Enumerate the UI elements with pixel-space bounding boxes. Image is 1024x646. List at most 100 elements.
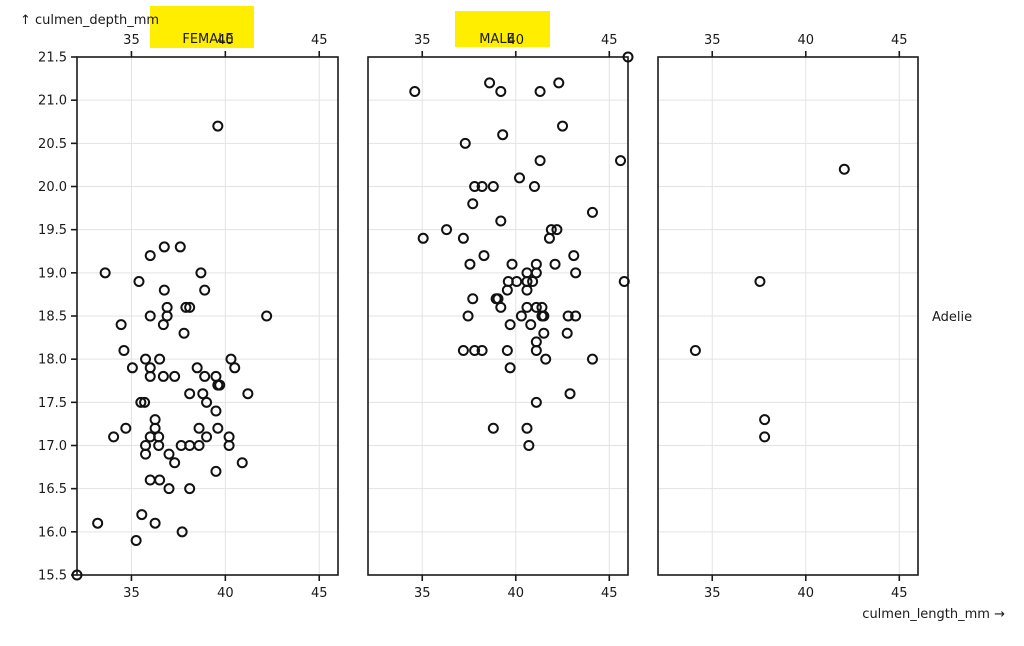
data-point [201, 431, 213, 443]
facet-highlight-female [150, 6, 254, 48]
data-point [495, 301, 507, 313]
x-tick-label-bottom: 40 [797, 586, 814, 601]
data-point [469, 181, 481, 192]
data-point [441, 224, 453, 236]
data-point [144, 370, 156, 382]
data-point [570, 267, 582, 279]
data-point [525, 319, 537, 331]
y-tick-label: 19.5 [38, 223, 67, 238]
data-point [115, 319, 127, 331]
data-point [184, 388, 196, 400]
data-point [484, 77, 496, 89]
data-point [157, 319, 169, 331]
y-tick-label: 21.5 [38, 51, 67, 66]
y-tick-label: 20.0 [38, 180, 67, 195]
data-point [469, 345, 481, 357]
data-point [133, 275, 145, 287]
data-point [495, 86, 507, 98]
data-point [184, 301, 196, 313]
data-point [759, 431, 771, 443]
data-point [144, 250, 156, 262]
x-axis-title: culmen_length_mm → [862, 607, 1005, 622]
x-tick-label-bottom: 45 [601, 586, 618, 601]
data-point [467, 293, 479, 305]
data-point [409, 86, 421, 98]
data-point [543, 232, 555, 244]
data-point [158, 284, 170, 296]
data-point [464, 258, 476, 270]
data-point [754, 275, 766, 287]
data-point [210, 465, 222, 477]
data-point [140, 448, 152, 460]
data-point [163, 448, 175, 460]
data-point [568, 250, 580, 262]
data-point [214, 379, 226, 391]
data-point [534, 86, 546, 98]
data-point [478, 250, 490, 262]
y-tick-label: 18.0 [38, 353, 67, 368]
facet-highlight-male [455, 11, 550, 47]
data-point [193, 440, 205, 451]
data-point [199, 284, 211, 296]
data-point [154, 353, 166, 365]
panel-frame [657, 56, 919, 576]
data-point [476, 181, 488, 192]
data-point [236, 457, 248, 469]
data-point [497, 129, 509, 141]
x-tick-label-top: 45 [311, 33, 328, 48]
data-point [521, 422, 533, 434]
data-point [495, 215, 507, 227]
data-point [514, 172, 526, 184]
data-point [570, 310, 582, 322]
data-point [153, 440, 165, 451]
data-point [197, 388, 209, 400]
data-point [118, 345, 130, 357]
facet-label-female: FEMALE [182, 32, 233, 47]
x-tick-label-bottom: 40 [217, 586, 234, 601]
data-point [417, 232, 429, 244]
data-point [530, 267, 542, 279]
data-point [538, 310, 550, 322]
data-point [504, 319, 516, 331]
data-point [564, 388, 576, 400]
data-point [99, 267, 111, 279]
data-point [538, 327, 550, 339]
data-point [210, 370, 222, 382]
y-tick-label: 18.5 [38, 310, 67, 325]
data-point [223, 440, 235, 451]
data-point [553, 77, 565, 89]
panel-frame [367, 56, 629, 576]
data-point [459, 137, 471, 149]
data-point [689, 345, 701, 357]
data-point [457, 345, 469, 357]
x-tick-label-top: 45 [601, 33, 618, 48]
x-tick-label-bottom: 40 [507, 586, 524, 601]
y-axis-title: ↑ culmen_depth_mm [20, 13, 159, 28]
y-tick-label: 16.0 [38, 525, 67, 540]
x-tick-label-bottom: 35 [704, 586, 721, 601]
data-point [144, 474, 156, 486]
data-point [140, 353, 152, 365]
data-point [108, 431, 120, 443]
x-tick-label-bottom: 35 [123, 586, 140, 601]
data-point [154, 474, 166, 486]
data-point [169, 370, 181, 382]
data-point [527, 275, 539, 287]
panels: 35 35 40 40 45 45 15.5 16.0 16.5 17.0 17.5 18.0 18.5… [38, 33, 919, 601]
data-point [506, 258, 518, 270]
data-point [169, 457, 181, 469]
data-point [158, 241, 170, 253]
facet-label-male: MALE [479, 32, 515, 47]
data-point [511, 275, 523, 287]
data-point [174, 241, 186, 253]
data-point [549, 258, 561, 270]
data-point [504, 362, 516, 374]
data-point [195, 267, 207, 279]
data-point [530, 396, 542, 408]
x-tick-label-top: 40 [217, 33, 234, 48]
data-point [476, 345, 488, 357]
data-point [501, 284, 513, 296]
y-tick-label: 17.5 [38, 396, 67, 411]
data-point [586, 206, 598, 218]
data-point [161, 310, 173, 322]
